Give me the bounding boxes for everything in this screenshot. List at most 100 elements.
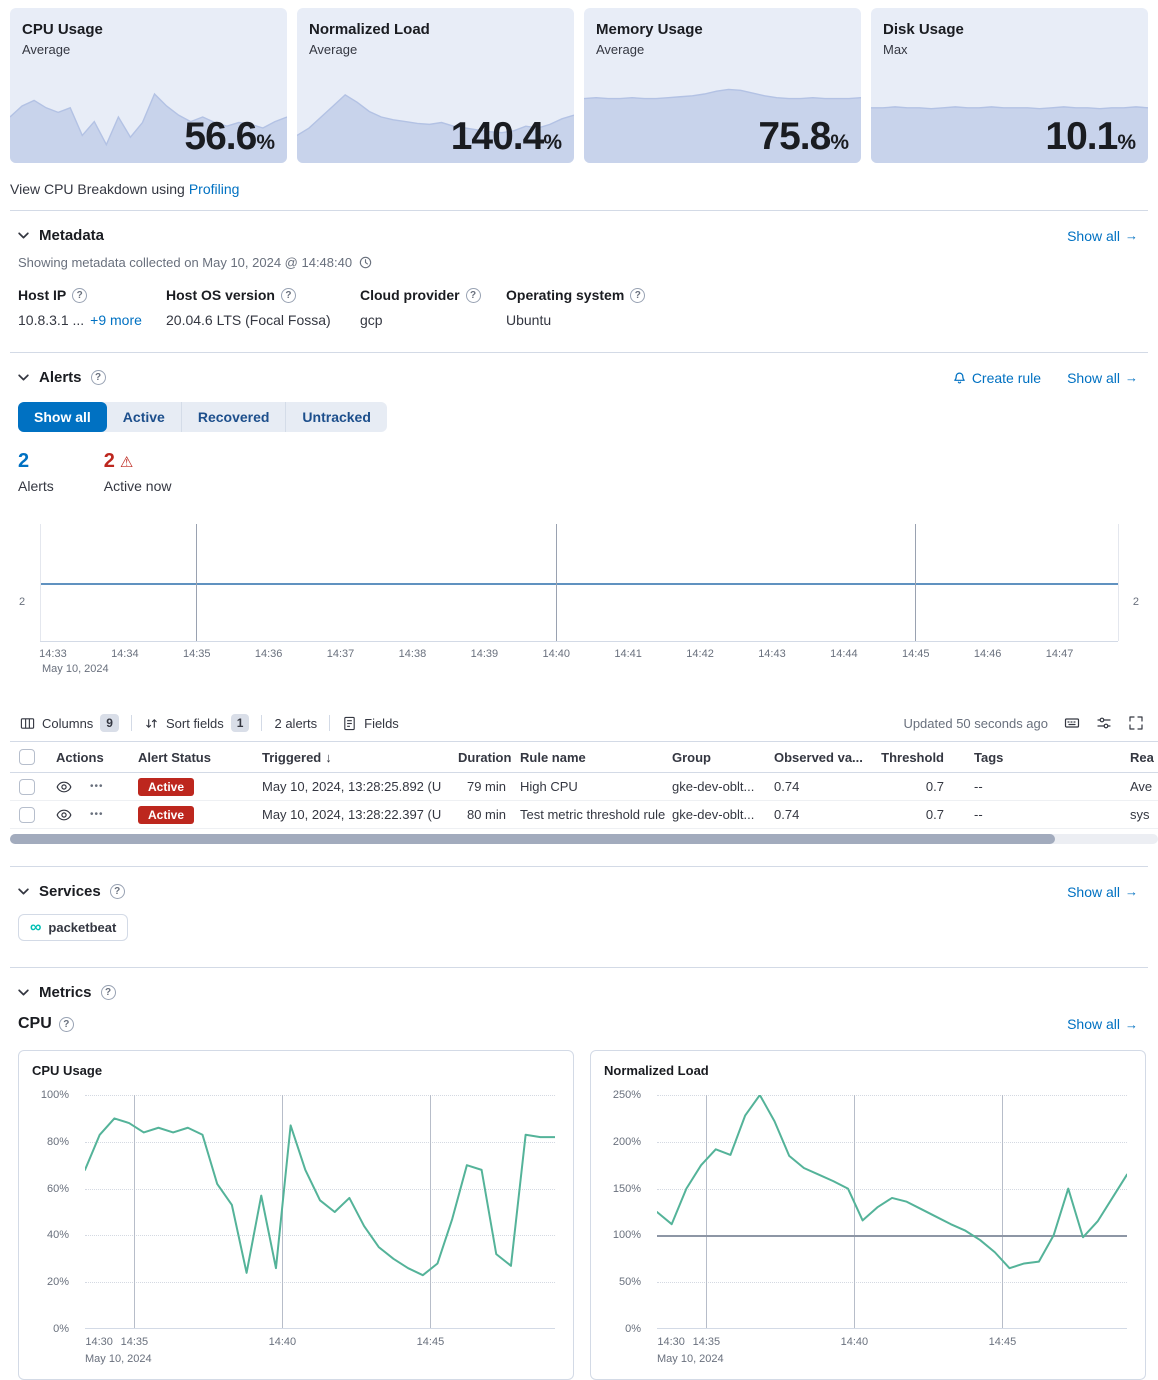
- column-header-alert-status: Alert Status: [138, 749, 211, 765]
- question-icon[interactable]: ?: [58, 1016, 74, 1032]
- column-header-rule-name: Rule name: [520, 749, 586, 765]
- keyboard-shortcuts-icon[interactable]: [1064, 715, 1080, 731]
- chart-title: Normalized Load: [604, 1063, 709, 1078]
- sort-fields-label: Sort fields: [165, 715, 224, 731]
- kpi-card-memory-usage[interactable]: Memory Usage Average 75.8%: [584, 8, 861, 163]
- chart-y-tick: 200%: [612, 1135, 641, 1148]
- arrow-right-icon: →: [1125, 1016, 1138, 1032]
- tab-show-all[interactable]: Show all: [18, 402, 107, 432]
- chart-y-tick: 0%: [53, 1323, 69, 1335]
- timeline-x-tick: 14:33: [39, 648, 67, 660]
- tab-recovered[interactable]: Recovered: [182, 402, 287, 432]
- sort-fields-button[interactable]: Sort fields 1: [144, 714, 250, 732]
- section-divider: [10, 352, 1148, 353]
- cell-rule-name: High CPU: [520, 779, 578, 794]
- alerts-count-label: 2 alerts: [274, 715, 318, 731]
- column-header-threshold: Threshold: [881, 749, 944, 765]
- kpi-card-cpu-usage[interactable]: CPU Usage Average 56.6%: [10, 8, 287, 163]
- question-icon[interactable]: ?: [100, 985, 116, 1000]
- row-actions-icon[interactable]: •••: [90, 809, 104, 820]
- select-all-checkbox[interactable]: [19, 749, 35, 765]
- kpi-subtitle: Average: [596, 42, 645, 57]
- cell-triggered: May 10, 2024, 13:28:22.397 (U: [262, 807, 442, 822]
- threshold-line: [657, 1235, 1127, 1238]
- alerts-trend-line: [40, 582, 1118, 585]
- metadata-field-cloud-provider: Cloud provider? gcp: [360, 287, 506, 328]
- row-checkbox[interactable]: [19, 778, 35, 795]
- chart-y-axis: 0% 50% 100% 150% 200% 250%: [603, 1089, 649, 1335]
- timeline-x-tick: 14:40: [542, 648, 571, 660]
- cell-observed-value: 0.74: [774, 779, 800, 794]
- more-ips-link[interactable]: +9 more: [90, 312, 142, 328]
- row-checkbox[interactable]: [19, 806, 35, 823]
- active-now-value: 2 ⚠: [104, 450, 172, 473]
- chart-h-gridline: [85, 1235, 555, 1237]
- kpi-value-number: 10.1: [1045, 115, 1118, 158]
- active-now-label: Active now: [103, 478, 172, 494]
- scrollbar-thumb[interactable]: [10, 834, 1055, 844]
- bell-icon: [954, 372, 965, 384]
- chart-line: [657, 1095, 1127, 1268]
- kpi-value: 140.4%: [451, 115, 562, 159]
- column-header-group: Group: [672, 749, 711, 765]
- profiling-note-text: View CPU Breakdown using: [10, 181, 185, 197]
- metadata-show-all-link[interactable]: Show all →: [1067, 228, 1138, 244]
- row-actions-icon[interactable]: •••: [90, 781, 104, 792]
- timeline-x-tick: 14:36: [254, 648, 283, 660]
- packetbeat-icon: ∞: [30, 918, 42, 936]
- question-icon[interactable]: ?: [90, 370, 106, 385]
- chevron-down-icon[interactable]: [17, 371, 30, 384]
- service-chip-packetbeat[interactable]: ∞ packetbeat: [18, 914, 129, 941]
- metric-chart-cpu-usage: CPU Usage 0% 20% 40% 60% 80% 100% 14:30 14:35 1…: [18, 1050, 574, 1380]
- alert-status-badge: Active: [138, 777, 195, 796]
- field-value: gcp: [360, 312, 383, 328]
- question-icon[interactable]: ?: [109, 884, 125, 899]
- sort-down-icon: ↓: [325, 749, 332, 765]
- column-header-duration: Duration: [458, 749, 512, 765]
- services-show-all-link[interactable]: Show all →: [1067, 884, 1138, 900]
- view-alert-icon[interactable]: [56, 807, 72, 823]
- question-icon[interactable]: ?: [72, 287, 88, 303]
- tab-untracked[interactable]: Untracked: [302, 409, 371, 425]
- kpi-card-normalized-load[interactable]: Normalized Load Average 140.4%: [297, 8, 574, 163]
- chevron-down-icon[interactable]: [17, 885, 30, 898]
- chart-y-tick: 80%: [46, 1135, 69, 1148]
- kpi-subtitle: Max: [883, 42, 908, 57]
- chart-y-tick: 50%: [618, 1276, 641, 1289]
- kpi-subtitle: Average: [22, 42, 71, 57]
- cell-group: gke-dev-oblt...: [672, 807, 755, 822]
- metrics-show-all-link[interactable]: Show all →: [1067, 1016, 1138, 1032]
- timeline-x-tick: 14:47: [1045, 648, 1074, 660]
- profiling-link[interactable]: Profiling: [188, 181, 240, 197]
- kpi-card-disk-usage[interactable]: Disk Usage Max 10.1%: [871, 8, 1148, 163]
- column-header-triggered[interactable]: Triggered ↓: [262, 750, 458, 765]
- sort-icon: [146, 718, 157, 728]
- chevron-down-icon[interactable]: [17, 986, 30, 999]
- section-divider: [10, 866, 1148, 867]
- kpi-value-unit: %: [543, 131, 562, 154]
- chart-y-tick: 100%: [40, 1089, 69, 1101]
- chart-v-gridline: [854, 1095, 856, 1329]
- alerts-table-toolbar: Columns 9 Sort fields 1 2 alerts Fields …: [20, 714, 1144, 732]
- display-options-icon[interactable]: [1096, 715, 1112, 731]
- view-alert-icon[interactable]: [56, 779, 72, 795]
- timeline-x-tick: 14:41: [614, 648, 642, 660]
- question-icon[interactable]: ?: [630, 287, 646, 303]
- metadata-collected-note: Showing metadata collected on May 10, 20…: [18, 255, 1158, 270]
- chart-x-tick: 14:40: [268, 1336, 297, 1348]
- columns-label: Columns: [42, 715, 94, 731]
- alerts-show-all-link[interactable]: Show all →: [1067, 370, 1138, 386]
- question-icon[interactable]: ?: [280, 287, 296, 303]
- chart-plot-area: [657, 1095, 1127, 1329]
- fields-button[interactable]: Fields: [342, 716, 399, 731]
- tab-active[interactable]: Active: [107, 402, 182, 432]
- metadata-field-host-ip: Host IP? 10.8.3.1 ... +9 more: [18, 287, 166, 328]
- fullscreen-icon[interactable]: [1128, 715, 1144, 731]
- kpi-value-unit: %: [1117, 131, 1136, 154]
- chart-y-tick: 150%: [612, 1182, 641, 1195]
- chevron-down-icon[interactable]: [17, 229, 30, 242]
- create-rule-link[interactable]: Create rule: [952, 370, 1041, 386]
- question-icon[interactable]: ?: [465, 287, 481, 303]
- chart-x-tick: 14:35: [692, 1336, 721, 1348]
- columns-button[interactable]: Columns 9: [20, 714, 119, 732]
